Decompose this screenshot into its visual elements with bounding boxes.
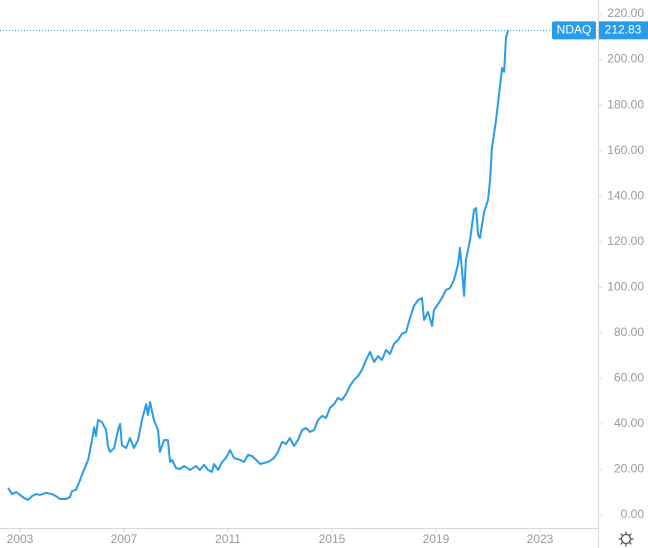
y-tick-label: 200.00	[607, 52, 644, 66]
x-tick-label: 2023	[527, 532, 554, 546]
y-tick-label: 140.00	[607, 188, 644, 202]
x-tick-label: 2015	[319, 532, 346, 546]
y-tick-label: 180.00	[607, 97, 644, 111]
y-tick-label: 220.00	[607, 6, 644, 20]
x-tick-label: 2011	[215, 532, 241, 546]
x-tick-label: 2007	[111, 532, 138, 546]
last-price-box	[599, 21, 648, 40]
y-tick-label: 40.00	[614, 416, 644, 430]
last-price-label: 212.83	[605, 22, 642, 36]
x-tick-label: 2003	[7, 532, 34, 546]
y-tick-label: 60.00	[614, 371, 644, 385]
y-tick-label: 0.00	[621, 507, 645, 521]
price-line	[7, 30, 510, 501]
y-tick-label: 160.00	[607, 143, 644, 157]
x-tick-label: 2019	[423, 532, 450, 546]
y-tick-label: 80.00	[614, 325, 644, 339]
y-tick-label: 20.00	[614, 462, 644, 476]
settings-icon[interactable]	[618, 531, 634, 547]
y-tick-label: 100.00	[607, 279, 644, 293]
series-label-box	[552, 21, 596, 40]
series-label: NDAQ	[557, 22, 592, 36]
y-tick-label: 120.00	[607, 234, 644, 248]
